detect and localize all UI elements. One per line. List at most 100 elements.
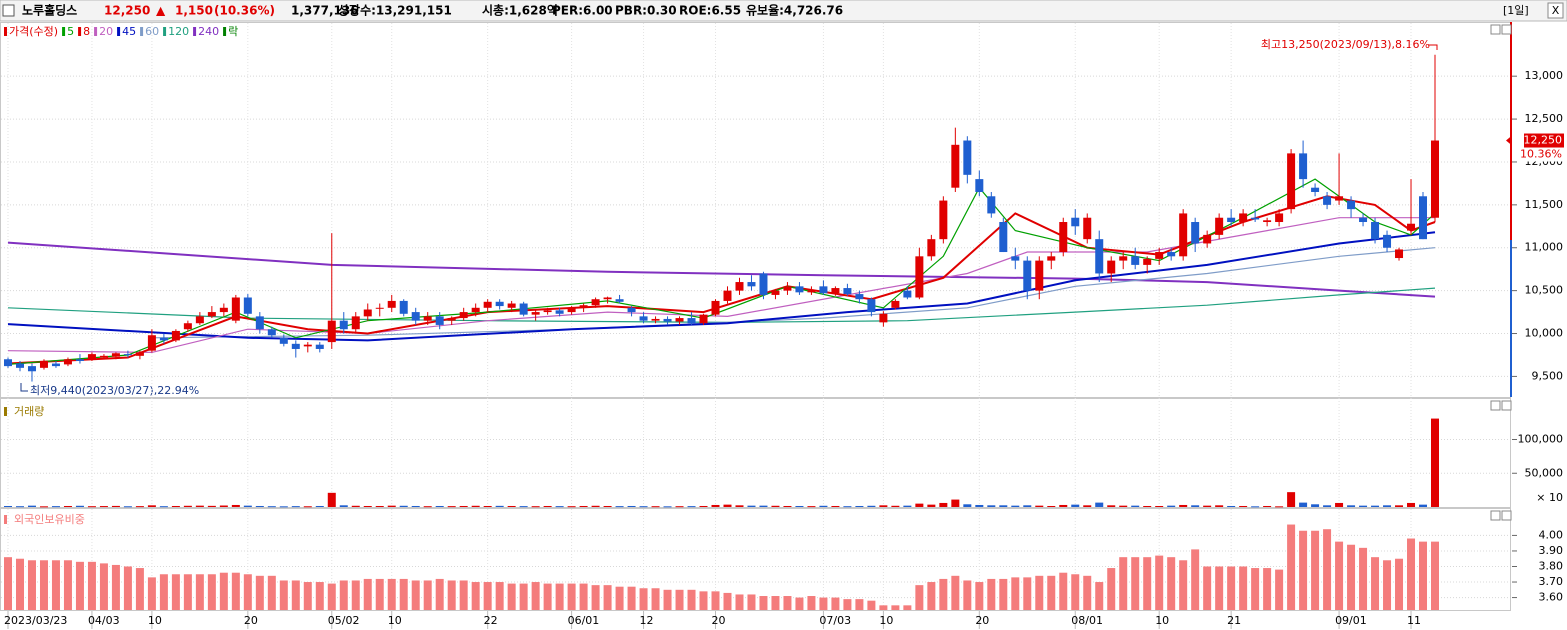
bar bbox=[819, 505, 828, 507]
bar bbox=[255, 575, 264, 610]
candle-body bbox=[1323, 196, 1332, 205]
bar bbox=[4, 505, 12, 507]
bar bbox=[1395, 505, 1404, 507]
candle-body bbox=[1191, 222, 1200, 244]
bar bbox=[147, 505, 156, 507]
candle-body bbox=[1251, 217, 1260, 220]
max-button[interactable] bbox=[1501, 400, 1512, 411]
candle-body bbox=[771, 290, 780, 295]
legend-swatch bbox=[4, 515, 7, 524]
candle-body bbox=[111, 353, 120, 357]
bar bbox=[219, 572, 228, 610]
bar bbox=[351, 580, 360, 610]
candle-body bbox=[1383, 234, 1392, 248]
candle-body bbox=[279, 337, 288, 344]
candle-body bbox=[99, 355, 108, 358]
y-tick-label: 3.80 bbox=[1539, 559, 1564, 572]
bar bbox=[915, 503, 924, 507]
candle-body bbox=[435, 316, 444, 325]
bar bbox=[903, 505, 912, 507]
checkbox[interactable] bbox=[2, 4, 15, 17]
candle-body bbox=[1335, 196, 1344, 201]
price: 12,250 bbox=[104, 4, 150, 18]
last-price-pointer bbox=[1506, 135, 1512, 146]
bar bbox=[255, 505, 264, 507]
bar bbox=[567, 583, 576, 610]
bar bbox=[975, 582, 984, 610]
candle-body bbox=[219, 307, 228, 313]
x-tick-label: 07/03 bbox=[819, 614, 851, 627]
bar bbox=[1287, 492, 1296, 507]
bar bbox=[87, 561, 96, 610]
candle-body bbox=[1203, 234, 1212, 244]
volume: 1,377,136 bbox=[291, 4, 359, 18]
bar bbox=[1179, 560, 1188, 610]
bar bbox=[1431, 541, 1439, 610]
panel-buttons bbox=[1490, 24, 1512, 521]
candle-body bbox=[1431, 140, 1439, 218]
low-arrow bbox=[20, 383, 28, 392]
candle-body bbox=[879, 313, 888, 323]
legend-ma: 8 bbox=[83, 25, 90, 38]
candle-body bbox=[507, 303, 516, 308]
bar bbox=[891, 505, 900, 507]
candle-body bbox=[1227, 217, 1236, 223]
candle-body bbox=[459, 312, 468, 319]
bar bbox=[1431, 418, 1439, 507]
close-box[interactable] bbox=[1547, 2, 1564, 19]
bar bbox=[1251, 506, 1260, 508]
bar bbox=[843, 506, 852, 508]
bar bbox=[1047, 575, 1056, 610]
candle-body bbox=[675, 318, 684, 322]
bar bbox=[1263, 568, 1272, 610]
bar bbox=[483, 582, 492, 610]
ma-line bbox=[7, 217, 1435, 354]
y-tick-label: 3.90 bbox=[1539, 544, 1564, 557]
candle-body bbox=[1167, 252, 1176, 257]
candle-body bbox=[1143, 258, 1152, 265]
bar bbox=[1407, 502, 1416, 507]
min-button[interactable] bbox=[1490, 400, 1501, 411]
bar bbox=[1203, 505, 1212, 507]
max-button[interactable] bbox=[1501, 510, 1512, 521]
bar bbox=[147, 577, 156, 610]
candle-body bbox=[483, 301, 492, 308]
bar bbox=[663, 589, 672, 610]
bar bbox=[1119, 505, 1128, 507]
bar bbox=[699, 591, 708, 610]
candle-body bbox=[927, 239, 936, 257]
x-tick-label: 06/01 bbox=[568, 614, 600, 627]
bar bbox=[1167, 505, 1176, 507]
bar bbox=[735, 594, 744, 610]
bar bbox=[831, 505, 840, 507]
candle-body bbox=[423, 316, 432, 321]
candle-body bbox=[15, 363, 24, 368]
candle-body bbox=[1419, 196, 1428, 240]
candle-body bbox=[1131, 256, 1140, 265]
bar bbox=[1263, 505, 1272, 507]
candle-body bbox=[711, 300, 720, 315]
bar bbox=[1323, 505, 1332, 507]
candle-body bbox=[1095, 239, 1104, 274]
bar bbox=[1023, 577, 1032, 610]
bar bbox=[279, 506, 288, 508]
period-button[interactable]: [1일] bbox=[1503, 3, 1529, 17]
bar bbox=[1071, 574, 1080, 610]
high-annotation: 최고13,250(2023/09/13),8.16% bbox=[1261, 38, 1430, 51]
bar bbox=[447, 506, 456, 508]
mcap: 시총:1,628억 bbox=[482, 3, 558, 18]
bar bbox=[1095, 502, 1104, 507]
min-button[interactable] bbox=[1490, 510, 1501, 521]
min-button[interactable] bbox=[1490, 24, 1501, 35]
bar bbox=[27, 505, 36, 507]
close-button[interactable]: X bbox=[1552, 4, 1560, 17]
bar bbox=[519, 506, 528, 508]
candle-body bbox=[1023, 260, 1032, 291]
reserve: 유보율:4,726.76 bbox=[746, 4, 843, 18]
max-button[interactable] bbox=[1501, 24, 1512, 35]
bar bbox=[711, 504, 720, 507]
bar bbox=[111, 505, 120, 507]
legend-ma: 5 bbox=[67, 25, 74, 38]
bar bbox=[963, 580, 972, 610]
bar bbox=[951, 499, 960, 507]
